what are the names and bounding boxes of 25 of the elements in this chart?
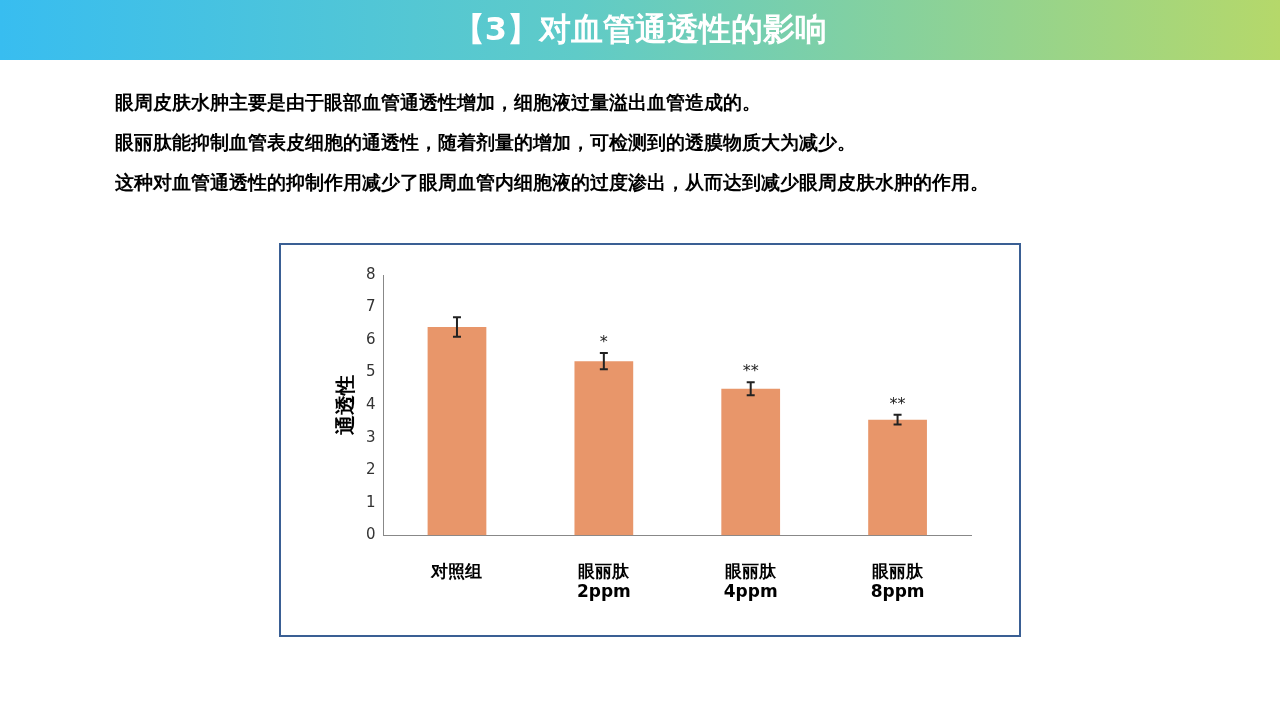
text: 这种对血管通透性的抑制作用减少了眼周血管内细胞液的过度渗出，从而达到减少眼周皮肤水肿的作用。 [115, 170, 990, 195]
y-tick-label: 3 [366, 427, 376, 446]
y-tick-label: 1 [366, 492, 376, 511]
annotation: * [599, 332, 608, 352]
x-tick-label: 眼丽肽 4ppm [723, 560, 778, 602]
text: 眼丽肽能抑制血管表皮细胞的通透性，随着剂量的增加，可检测到的透膜物质大为减少。 [115, 130, 857, 155]
bar [721, 388, 781, 536]
y-tick-label: 8 [366, 264, 376, 283]
y-axis-title: 通透性 [333, 375, 358, 437]
bar [574, 361, 634, 536]
y-tick-label: 4 [366, 394, 376, 413]
y-tick-label: 0 [366, 525, 376, 544]
annotation: ** [889, 394, 906, 414]
bar [427, 327, 487, 536]
y-tick-label: 5 [366, 362, 376, 381]
annotation: ** [742, 361, 759, 381]
y-tick-label: 6 [366, 329, 376, 348]
x-tick-label: 眼丽肽 8ppm [870, 560, 925, 602]
y-tick-label: 7 [366, 297, 376, 316]
x-tick-label: 对照组 [430, 560, 483, 581]
chart-title: 【3】对血管通透性的影响 [452, 9, 828, 50]
y-tick-label: 2 [366, 460, 376, 479]
bar [868, 419, 927, 536]
chart-subtitle: 眼周皮肤水肿主要是由于眼部血管通透性增加，细胞液过量溢出血管造成的。 [115, 90, 762, 115]
x-tick-label: 眼丽肽 2ppm [576, 560, 631, 602]
